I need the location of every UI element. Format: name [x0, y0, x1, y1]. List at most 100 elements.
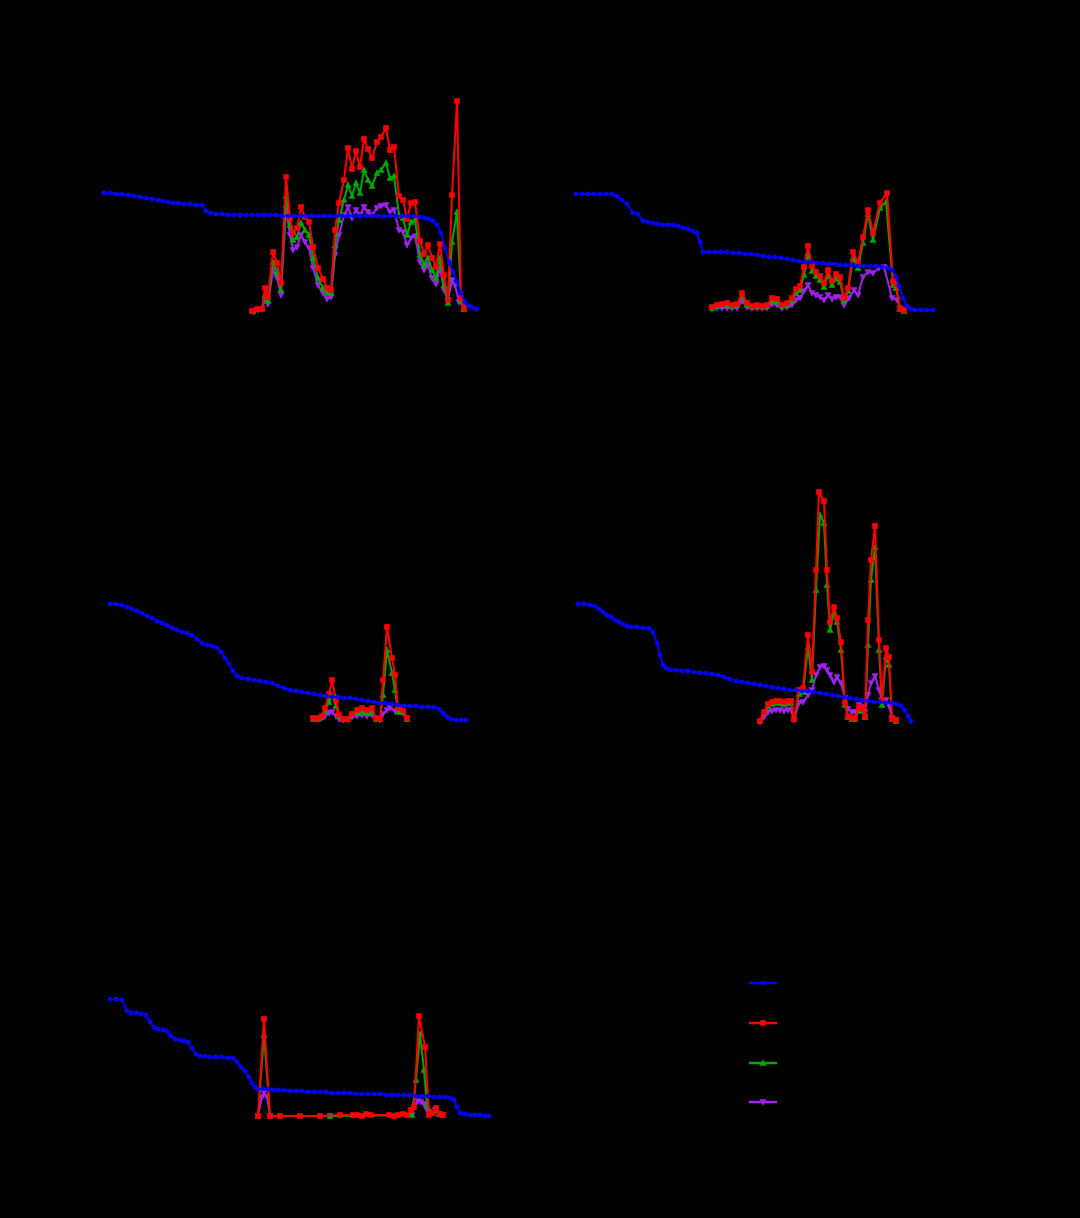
circle-marker: [375, 213, 381, 219]
triangle-down-marker: [780, 708, 788, 715]
square-marker: [754, 302, 760, 308]
circle-marker: [299, 1088, 305, 1094]
circle-marker: [279, 213, 285, 219]
panel-middle-left: [107, 601, 469, 724]
circle-marker: [904, 303, 910, 309]
square-marker: [433, 264, 439, 270]
circle-marker: [442, 245, 448, 251]
circle-marker: [160, 198, 166, 204]
circle-marker: [650, 629, 656, 635]
circle-marker: [181, 1038, 187, 1044]
triangle-down-marker: [808, 290, 816, 297]
square-marker: [831, 604, 837, 610]
square-marker: [400, 707, 406, 713]
square-marker: [262, 285, 268, 291]
circle-marker: [448, 716, 454, 722]
triangle-up-marker: [377, 166, 385, 173]
circle-marker: [766, 254, 772, 260]
square-marker: [357, 164, 363, 170]
square-marker: [760, 1020, 766, 1026]
circle-marker: [359, 697, 365, 703]
circle-marker: [458, 290, 464, 296]
square-marker: [445, 297, 451, 303]
circle-marker: [207, 1054, 213, 1060]
circle-marker: [255, 212, 261, 218]
triangle-down-marker: [804, 692, 812, 699]
circle-marker: [169, 625, 175, 631]
circle-marker: [760, 980, 766, 986]
square-marker: [315, 715, 321, 721]
circle-marker: [757, 682, 763, 688]
circle-marker: [363, 213, 369, 219]
circle-marker: [317, 692, 323, 698]
circle-marker: [690, 228, 696, 234]
triangle-down-marker: [377, 203, 385, 210]
circle-marker: [351, 213, 357, 219]
circle-marker: [395, 702, 401, 708]
triangle-up-marker: [360, 166, 368, 173]
square-marker: [781, 699, 787, 705]
circle-marker: [431, 1094, 437, 1100]
circle-marker: [585, 191, 591, 197]
triangle-up-marker: [356, 189, 364, 196]
circle-marker: [832, 261, 838, 267]
square-marker: [306, 219, 312, 225]
circle-marker: [321, 213, 327, 219]
circle-marker: [654, 640, 660, 646]
triangle-down-marker: [327, 294, 335, 301]
square-marker: [319, 713, 325, 719]
square-marker: [290, 230, 296, 236]
series-blue-circles: [101, 190, 480, 312]
square-marker: [354, 1112, 360, 1118]
circle-marker: [147, 1019, 153, 1025]
legend-entry-red-squares: [749, 1020, 777, 1026]
square-marker: [359, 1113, 365, 1119]
square-marker: [395, 705, 401, 711]
circle-marker: [131, 193, 137, 199]
triangle-up-marker: [432, 274, 440, 281]
square-marker: [336, 712, 342, 718]
triangle-down-marker: [888, 295, 896, 302]
triangle-up-marker: [348, 192, 356, 199]
circle-marker: [712, 249, 718, 255]
circle-marker: [454, 279, 460, 285]
circle-marker: [107, 190, 113, 196]
circle-marker: [246, 1074, 252, 1080]
circle-marker: [784, 256, 790, 262]
circle-marker: [395, 1092, 401, 1098]
square-marker: [349, 166, 355, 172]
square-marker: [805, 243, 811, 249]
legend-entry-blue-circles: [749, 980, 777, 986]
square-marker: [298, 204, 304, 210]
circle-marker: [790, 257, 796, 263]
circle-marker: [679, 668, 685, 674]
square-marker: [267, 1113, 273, 1119]
circle-marker: [113, 601, 119, 607]
circle-marker: [113, 996, 119, 1002]
circle-marker: [133, 1010, 139, 1016]
circle-marker: [204, 642, 210, 648]
circle-marker: [160, 1027, 166, 1033]
square-marker: [345, 716, 351, 722]
square-marker: [426, 1112, 432, 1118]
circle-marker: [189, 632, 195, 638]
circle-marker: [341, 1090, 347, 1096]
triangle-up-marker: [344, 181, 352, 188]
circle-marker: [453, 717, 459, 723]
triangle-down-marker: [428, 275, 436, 282]
circle-marker: [843, 262, 849, 268]
circle-marker: [218, 649, 224, 655]
circle-marker: [401, 703, 407, 709]
circle-marker: [365, 698, 371, 704]
square-marker: [332, 227, 338, 233]
circle-marker: [159, 620, 165, 626]
series-red-squares: [709, 190, 907, 313]
circle-marker: [202, 1053, 208, 1059]
circle-marker: [149, 615, 155, 621]
circle-marker: [434, 222, 440, 228]
circle-marker: [477, 1112, 483, 1118]
square-marker: [879, 697, 885, 703]
triangle-up-marker: [820, 283, 828, 290]
square-marker: [404, 1112, 410, 1118]
